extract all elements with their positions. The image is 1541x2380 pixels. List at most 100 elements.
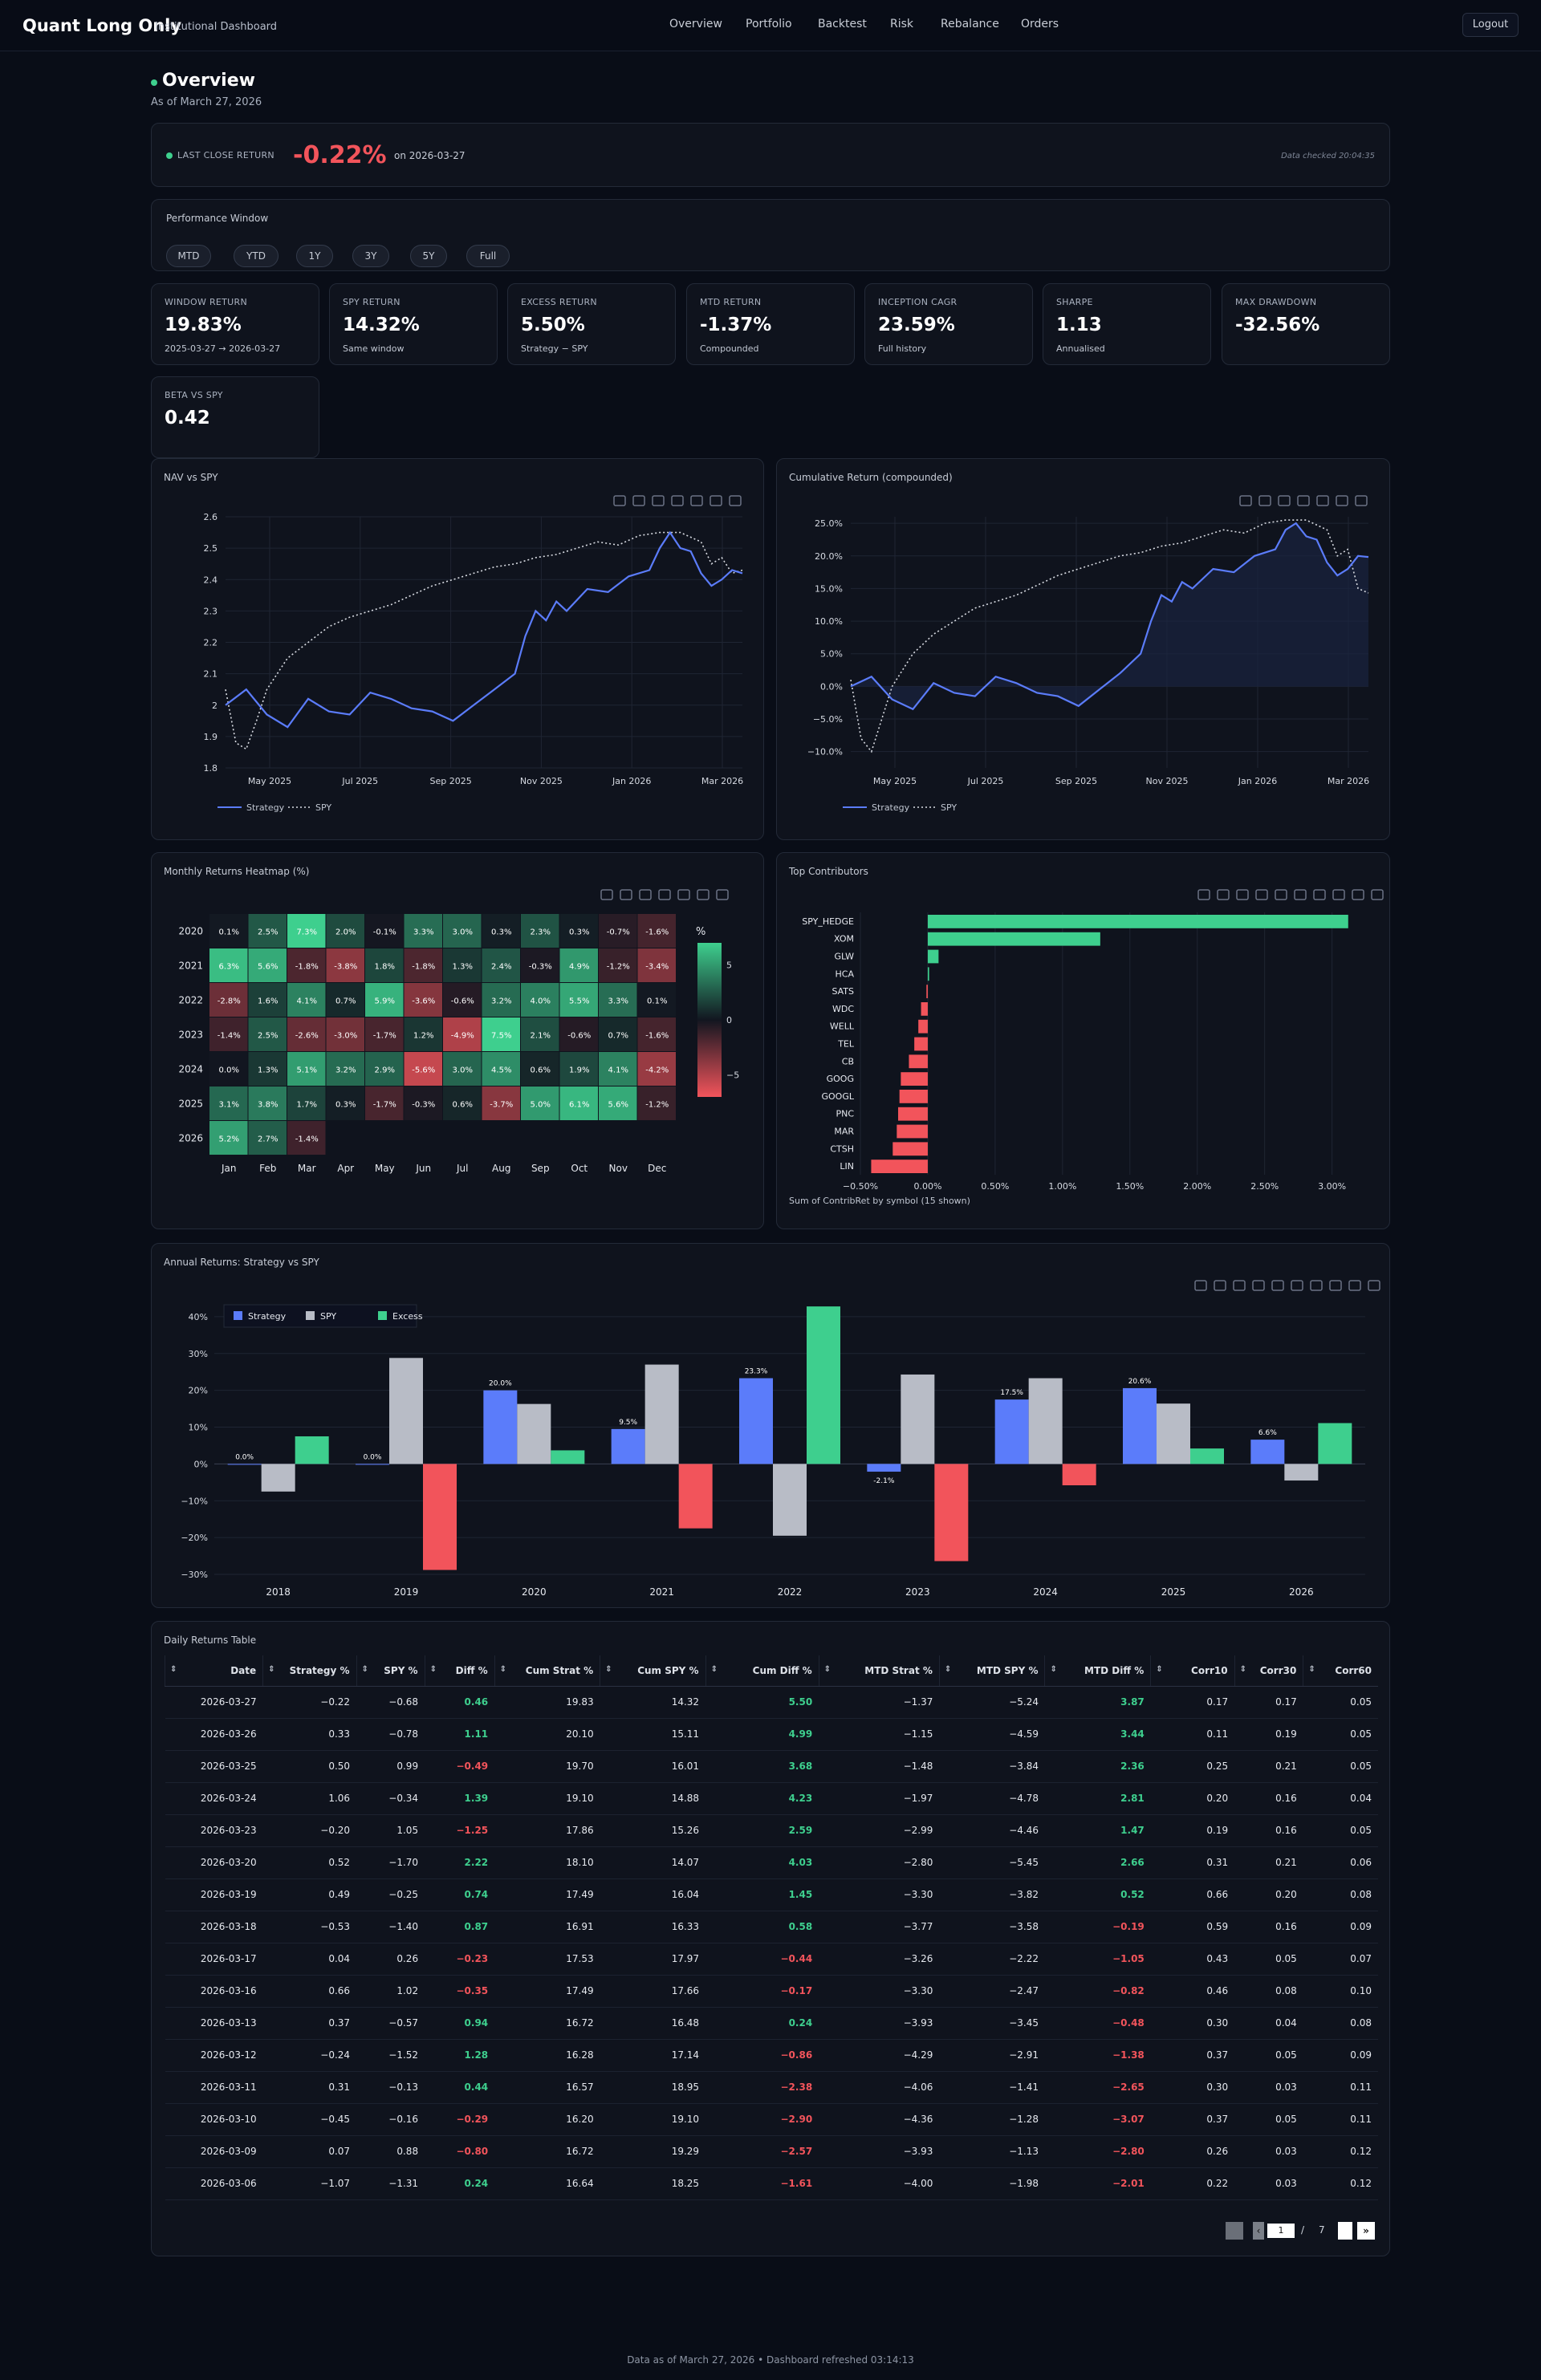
nav-rebalance[interactable]: Rebalance (941, 18, 999, 30)
nav-overview[interactable]: Overview (669, 18, 722, 30)
column-header[interactable]: ⇕ Date (165, 1655, 263, 1687)
heatmap-cell[interactable] (559, 1086, 599, 1120)
zoom-icon[interactable] (1217, 889, 1230, 900)
heatmap-cell[interactable] (365, 1017, 404, 1051)
heatmap-cell[interactable] (443, 1086, 482, 1120)
contributor-bar[interactable] (899, 1090, 928, 1103)
contributor-bar[interactable] (926, 985, 928, 998)
table-row[interactable]: 2026-03-20 0.52 −1.70 2.22 18.10 14.07 4.03 −2.… (165, 1846, 1378, 1879)
camera-icon[interactable] (600, 889, 613, 900)
heatmap-cell[interactable] (521, 983, 559, 1017)
heatmap-cell[interactable] (599, 1052, 637, 1086)
autoscale-icon[interactable] (1291, 1280, 1303, 1291)
column-header[interactable]: ⇕ Diff % (424, 1655, 495, 1687)
heatmap-cell[interactable] (209, 983, 248, 1017)
column-header[interactable]: ⇕ MTD Strat % (818, 1655, 940, 1687)
heatmap-cell[interactable] (209, 1121, 248, 1155)
zoom-icon[interactable] (1214, 1280, 1226, 1291)
heatmap-cell[interactable] (404, 983, 443, 1017)
sort-icon[interactable]: ⇕ (823, 1664, 831, 1674)
zoom-out-icon[interactable] (1275, 889, 1287, 900)
heatmap-cell[interactable] (559, 914, 599, 948)
heatmap-cell[interactable] (443, 948, 482, 982)
nav-portfolio[interactable]: Portfolio (746, 18, 792, 30)
autoscale-icon[interactable] (1336, 495, 1348, 506)
heatmap-cell[interactable] (287, 1017, 326, 1051)
table-row[interactable]: 2026-03-13 0.37 −0.57 0.94 16.72 16.48 0.24 −3.… (165, 2007, 1378, 2040)
heatmap-cell[interactable] (637, 1017, 677, 1051)
heatmap-cell[interactable] (443, 1017, 482, 1051)
heatmap-cell[interactable] (482, 948, 521, 982)
nav-orders[interactable]: Orders (1021, 18, 1059, 30)
home-icon[interactable] (1355, 495, 1368, 506)
column-header[interactable]: ⇕ Corr60 (1303, 1655, 1378, 1687)
column-header[interactable]: ⇕ Cum Diff % (705, 1655, 819, 1687)
table-row[interactable]: 2026-03-06 −1.07 −1.31 0.24 16.64 18.25 −1.61−… (165, 2167, 1378, 2200)
heatmap-cell[interactable] (326, 1052, 365, 1086)
home-icon[interactable] (716, 889, 729, 900)
excess-bar[interactable] (934, 1464, 969, 1562)
heatmap-cell[interactable] (482, 1086, 521, 1120)
excess-bar[interactable] (807, 1306, 840, 1464)
column-header[interactable]: ⇕ MTD Diff % (1044, 1655, 1151, 1687)
prev-page-button[interactable]: ‹ (1253, 2222, 1264, 2240)
heatmap-cell[interactable] (287, 948, 326, 982)
heatmap-cell[interactable] (521, 1017, 559, 1051)
heatmap-cell[interactable] (248, 983, 287, 1017)
zoom-out-icon[interactable] (1316, 495, 1329, 506)
pan-icon[interactable] (1278, 495, 1291, 506)
spy-bar[interactable] (261, 1464, 295, 1492)
heatmap-cell[interactable] (365, 948, 404, 982)
heatmap-cell[interactable] (326, 983, 365, 1017)
heatmap-cell[interactable] (287, 1052, 326, 1086)
heatmap-cell[interactable] (482, 1017, 521, 1051)
zoom-icon[interactable] (1258, 495, 1271, 506)
heatmap-cell[interactable] (637, 948, 677, 982)
annual-returns-chart[interactable]: 40% 30% 20% 10% 0% −10% −20% −30% 2018 0.0% 2019 0.… (152, 1244, 1391, 1609)
legend-label[interactable]: SPY (320, 1311, 336, 1322)
heatmap-cell[interactable] (404, 948, 443, 982)
heatmap-cell[interactable] (287, 983, 326, 1017)
heatmap-cell[interactable] (559, 1052, 599, 1086)
table-row[interactable]: 2026-03-17 0.04 0.26 −0.23 17.53 17.97 −0.44 −3… (165, 1943, 1378, 1976)
home-icon[interactable] (1329, 1280, 1342, 1291)
window-3y-button[interactable]: 3Y (352, 245, 389, 267)
home-icon[interactable] (729, 495, 742, 506)
sort-icon[interactable]: ⇕ (499, 1664, 507, 1674)
autoscale-icon[interactable] (710, 495, 722, 506)
contributor-bar[interactable] (871, 1160, 928, 1173)
strategy-bar[interactable] (1123, 1387, 1157, 1464)
heatmap-cell[interactable] (443, 914, 482, 948)
home-icon[interactable] (1368, 1280, 1380, 1291)
home-icon[interactable] (1313, 889, 1326, 900)
table-row[interactable]: 2026-03-25 0.50 0.99 −0.49 19.70 16.01 3.68 −1.… (165, 1750, 1378, 1783)
heatmap-cell[interactable] (326, 1086, 365, 1120)
zoom-in-icon[interactable] (1252, 1280, 1265, 1291)
heatmap-cell[interactable] (637, 1086, 677, 1120)
heatmap-cell[interactable] (287, 1121, 326, 1155)
heatmap-cell[interactable] (404, 1017, 443, 1051)
table-row[interactable]: 2026-03-27 −0.22 −0.68 0.46 19.83 14.32 5.50 −1… (165, 1686, 1378, 1719)
heatmap-cell[interactable] (287, 914, 326, 948)
excess-bar[interactable] (1190, 1448, 1224, 1464)
contributor-bar[interactable] (927, 967, 929, 981)
zoom-icon[interactable] (620, 889, 632, 900)
table-row[interactable]: 2026-03-12 −0.24 −1.52 1.28 16.28 17.14 −0.86−… (165, 2039, 1378, 2072)
heatmap-cell[interactable] (209, 1052, 248, 1086)
strategy-line[interactable] (225, 530, 743, 729)
pan-icon[interactable] (1236, 889, 1249, 900)
heatmap-cell[interactable] (482, 983, 521, 1017)
table-row[interactable]: 2026-03-16 0.66 1.02 −0.35 17.49 17.66 −0.17 −3… (165, 1975, 1378, 2008)
sort-icon[interactable]: ⇕ (1239, 1664, 1246, 1674)
sort-icon[interactable]: ⇕ (268, 1664, 275, 1674)
heatmap-cell[interactable] (443, 983, 482, 1017)
legend-label[interactable]: Excess (392, 1311, 423, 1322)
home-icon[interactable] (1310, 1280, 1323, 1291)
contributor-bar[interactable] (927, 915, 1348, 928)
contributor-bar[interactable] (898, 1107, 928, 1121)
sort-icon[interactable]: ⇕ (1308, 1664, 1315, 1674)
table-row[interactable]: 2026-03-24 1.06 −0.34 1.39 19.10 14.88 4.23 −1.… (165, 1782, 1378, 1815)
heatmap-cell[interactable] (559, 983, 599, 1017)
heatmap-cell[interactable] (599, 914, 637, 948)
excess-bar[interactable] (1062, 1464, 1096, 1486)
